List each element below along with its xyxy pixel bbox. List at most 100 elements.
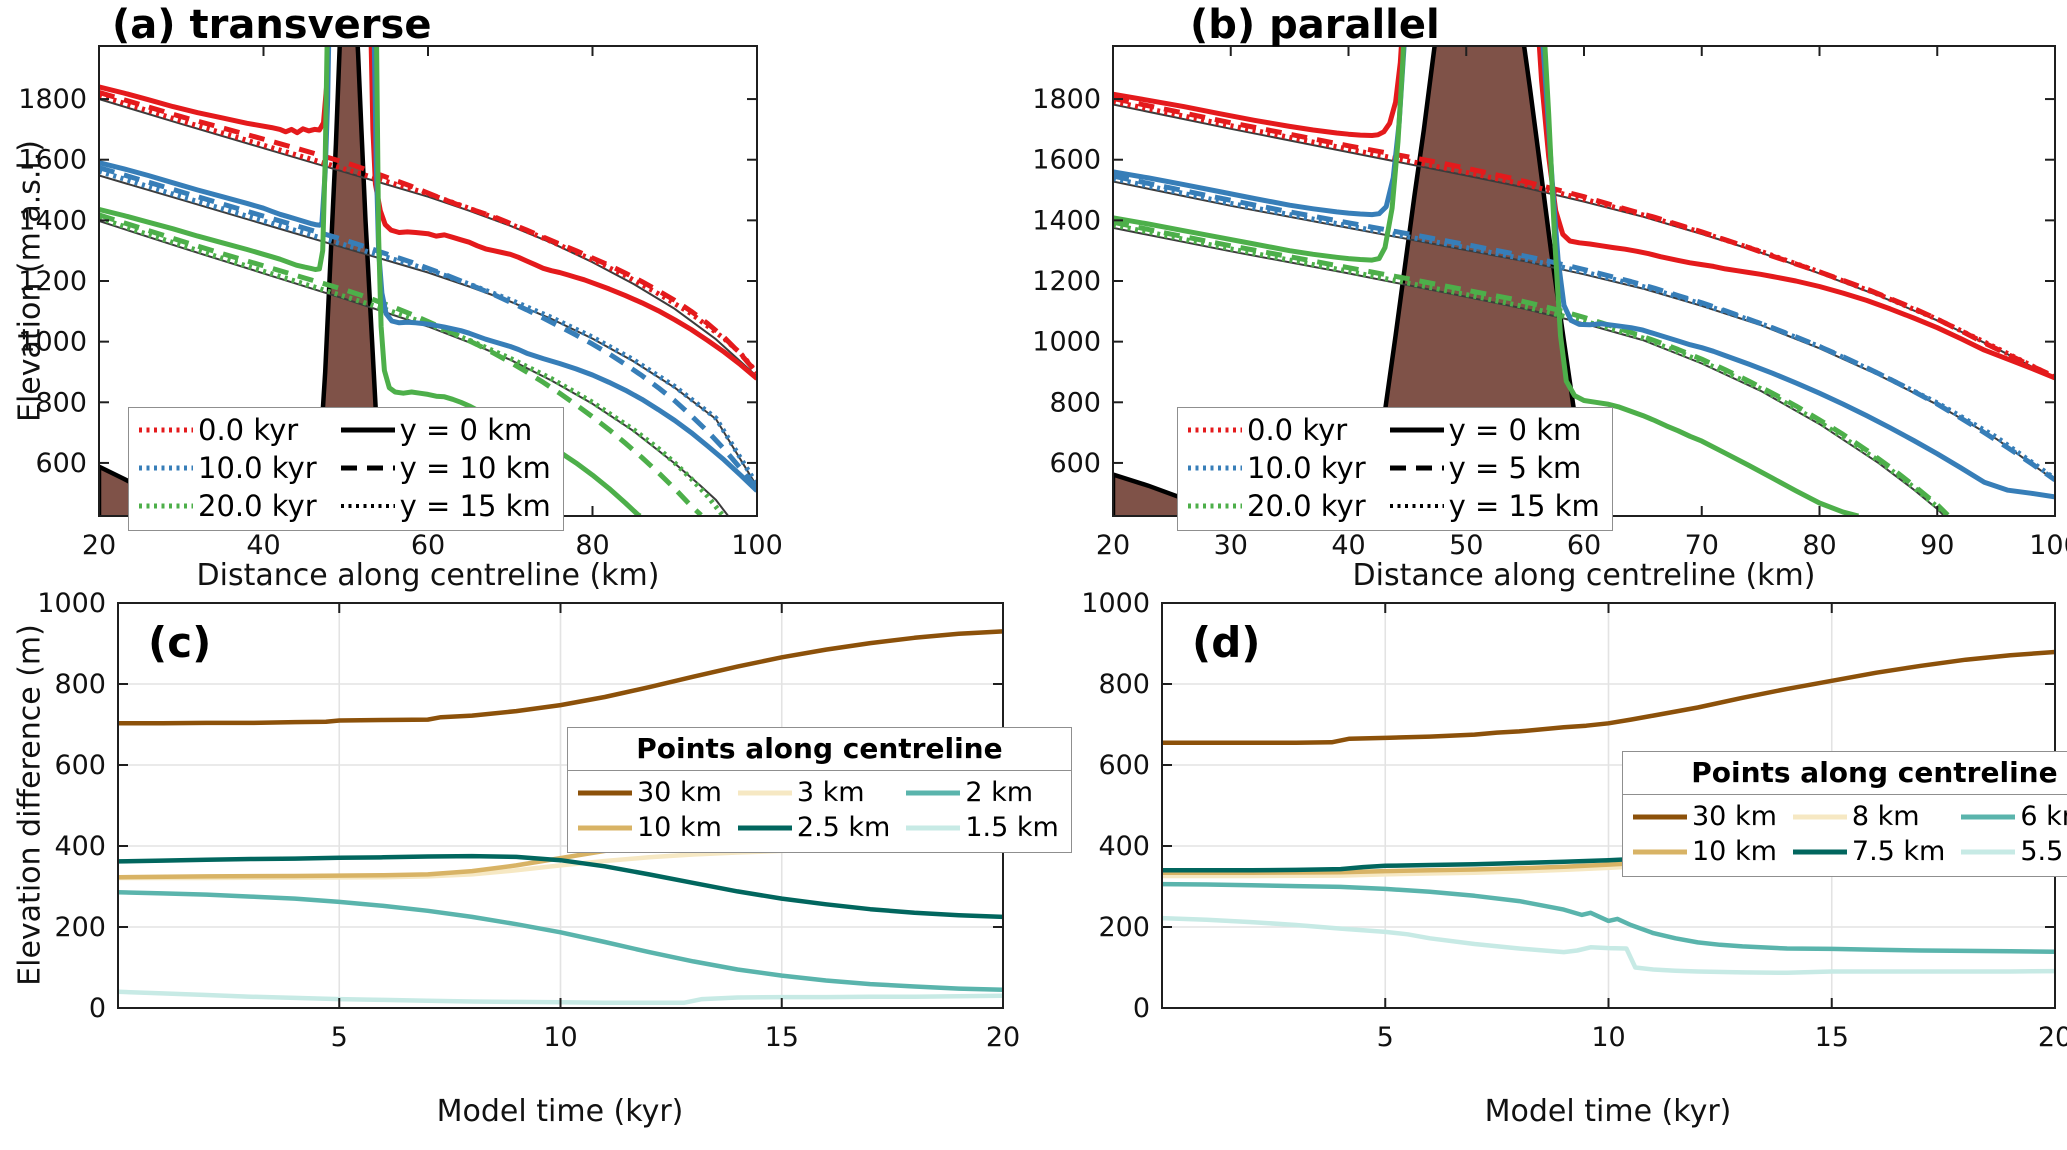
y-tick-label: 800	[54, 669, 106, 700]
legend-label: 30 km	[637, 777, 722, 808]
series-surface-0kyr-y0	[1113, 46, 2055, 381]
legend-line-sample	[340, 504, 395, 508]
legend-label: y = 10 km	[399, 451, 551, 485]
legend-line-sample	[1188, 427, 1242, 433]
legend-line-sample	[340, 465, 395, 471]
legend-label: 3 km	[796, 777, 865, 808]
legend-line-sample	[1389, 465, 1444, 471]
y-tick-label: 400	[1098, 831, 1150, 862]
y-tick-label: 600	[1049, 448, 1101, 479]
legend-line-sample	[1792, 849, 1847, 854]
panel-d-letter: (d)	[1192, 618, 1261, 667]
legend-line-sample	[139, 465, 193, 471]
series-surface-20kyr-y5	[1113, 219, 1950, 516]
series-surface-10kyr-y5	[1113, 173, 2055, 482]
panel-b-xlabel: Distance along centreline (km)	[1352, 558, 1816, 593]
x-tick-label: 80	[575, 530, 609, 561]
legend-line-sample	[578, 825, 632, 830]
series-line-2p5km	[118, 853, 1003, 920]
legend-label: 2.5 km	[796, 812, 891, 843]
legend-item: 1.5 km	[904, 812, 1059, 843]
x-tick-label: 40	[1331, 530, 1365, 561]
y-tick-label: 600	[1098, 750, 1150, 781]
y-tick-label: 0	[89, 993, 106, 1024]
legend-item: 10 km	[576, 812, 722, 843]
legend-line-sample	[139, 427, 193, 433]
legend-item: 5.5 km	[1959, 836, 2067, 867]
legend-item: y = 0 km	[339, 413, 551, 447]
series-ref-line-0kyr	[99, 98, 757, 378]
y-tick-label: 1600	[1032, 145, 1101, 176]
legend-label: 20.0 kyr	[198, 489, 317, 523]
legend-item: 8 km	[1791, 801, 1945, 832]
x-tick-label: 70	[1685, 530, 1719, 561]
x-tick-label: 10	[1591, 1022, 1625, 1053]
x-tick-label: 20	[82, 530, 116, 561]
panel-a-legend: 0.0 kyr 10.0 kyr 20.0 kyr y = 0 km y = 10 km…	[128, 407, 564, 531]
legend-label: 5.5 km	[2020, 836, 2067, 867]
series-line-2km	[118, 889, 1003, 993]
y-tick-label: 800	[35, 387, 87, 418]
series-surface-10kyr-y0	[99, 46, 757, 493]
legend-label: y = 0 km	[1448, 413, 1582, 447]
legend-line-sample	[737, 825, 792, 830]
x-tick-label: 100	[731, 530, 783, 561]
legend-item: 0.0 kyr	[137, 413, 317, 447]
y-tick-label: 400	[54, 831, 106, 862]
legend-line-sample	[1188, 503, 1242, 509]
series-surface-0kyr-y15	[99, 93, 757, 375]
legend-label: y = 0 km	[399, 413, 533, 447]
legend-title: Points along centreline	[568, 728, 1071, 771]
x-tick-label: 10	[543, 1022, 577, 1053]
legend-label: 10.0 kyr	[1247, 451, 1366, 485]
legend-label: 30 km	[1692, 801, 1777, 832]
legend-line-sample	[1389, 427, 1444, 433]
legend-label: 10 km	[637, 812, 722, 843]
series-surface-10kyr-y0	[1113, 46, 2055, 500]
legend-line-sample	[1792, 814, 1847, 819]
y-tick-label: 200	[54, 912, 106, 943]
series-surface-0kyr-y15	[1113, 99, 2055, 380]
panel-c-ylabel: Elevation difference (m)	[12, 624, 48, 986]
y-tick-label: 0	[1133, 993, 1150, 1024]
y-tick-label: 1400	[1032, 205, 1101, 236]
legend-label: 20.0 kyr	[1247, 489, 1366, 523]
series-surface-10kyr-y10	[99, 165, 757, 491]
y-tick-label: 1200	[1032, 266, 1101, 297]
x-tick-label: 50	[1449, 530, 1483, 561]
legend-item: 20.0 kyr	[137, 489, 317, 523]
series-surface-20kyr-y10	[99, 212, 703, 516]
series-line-5p5km	[1162, 915, 2055, 976]
series-surface-0kyr-y0	[99, 46, 757, 381]
legend-label: 1.5 km	[965, 812, 1059, 843]
legend-item: 10.0 kyr	[1186, 451, 1366, 485]
x-tick-label: 20	[2038, 1022, 2067, 1053]
legend-label: 0.0 kyr	[198, 413, 299, 447]
series-surface-20kyr-y15	[99, 215, 725, 516]
x-tick-label: 20	[986, 1022, 1020, 1053]
y-tick-label: 1000	[1081, 588, 1150, 619]
series-ref-line-10kyr	[99, 174, 757, 488]
legend-label: 2 km	[965, 777, 1034, 808]
legend-line-sample	[1633, 814, 1687, 819]
legend-line-sample	[906, 825, 961, 830]
y-tick-label: 1800	[1032, 84, 1101, 115]
legend-label: y = 15 km	[1448, 489, 1600, 523]
series-line-30km	[1162, 649, 2055, 745]
legend-label: 10.0 kyr	[198, 451, 317, 485]
legend-item: 6 km	[1959, 801, 2067, 832]
series-ref-line-20kyr	[1113, 226, 1946, 516]
legend-title: Points along centreline	[1623, 752, 2067, 795]
y-tick-label: 800	[1098, 669, 1150, 700]
legend-line-sample	[906, 790, 961, 795]
legend-item: 3 km	[736, 777, 890, 808]
series-line-6km	[1162, 881, 2055, 954]
legend-label: y = 15 km	[399, 489, 551, 523]
panel-a-title: (a) transverse	[112, 2, 432, 48]
panel-c-letter: (c)	[148, 618, 212, 667]
x-tick-label: 5	[1377, 1022, 1394, 1053]
x-tick-label: 15	[1815, 1022, 1849, 1053]
x-tick-label: 60	[411, 530, 445, 561]
